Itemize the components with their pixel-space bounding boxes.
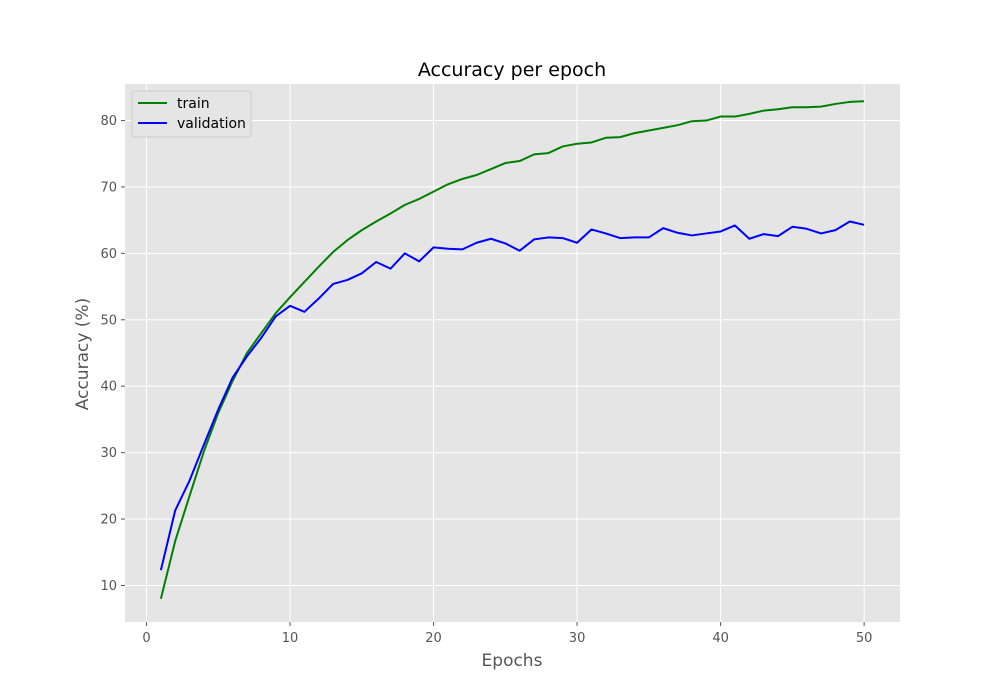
legend-train-label: train — [177, 96, 210, 112]
y-axis-ticks: 10 20 30 40 50 60 70 80 — [100, 114, 125, 594]
y-tick-label: 20 — [100, 513, 117, 528]
y-tick-label: 30 — [100, 446, 117, 461]
x-tick-label: 40 — [712, 631, 729, 646]
series-lines — [159, 100, 865, 599]
series-line-train — [159, 100, 865, 599]
grid-lines — [125, 84, 900, 622]
series-line-validation — [159, 220, 865, 571]
y-tick-label: 10 — [100, 579, 117, 594]
x-axis-label: Epochs — [482, 651, 543, 671]
y-axis-label: Accuracy (%) — [73, 298, 93, 410]
y-tick-label: 50 — [100, 313, 117, 328]
y-tick-label: 70 — [100, 180, 117, 195]
x-tick-label: 10 — [282, 631, 299, 646]
y-tick-label: 40 — [100, 380, 117, 395]
legend-validation-label: validation — [177, 116, 246, 132]
chart-title: Accuracy per epoch — [418, 59, 606, 81]
x-tick-label: 50 — [856, 631, 873, 646]
x-tick-label: 20 — [425, 631, 442, 646]
y-tick-label: 60 — [100, 247, 117, 262]
x-axis-ticks: 0 10 20 30 40 50 — [142, 622, 872, 646]
y-tick-label: 80 — [100, 114, 117, 129]
plot-area — [125, 84, 900, 622]
x-tick-label: 0 — [142, 631, 150, 646]
x-tick-label: 30 — [569, 631, 586, 646]
legend: train validation — [131, 90, 252, 138]
